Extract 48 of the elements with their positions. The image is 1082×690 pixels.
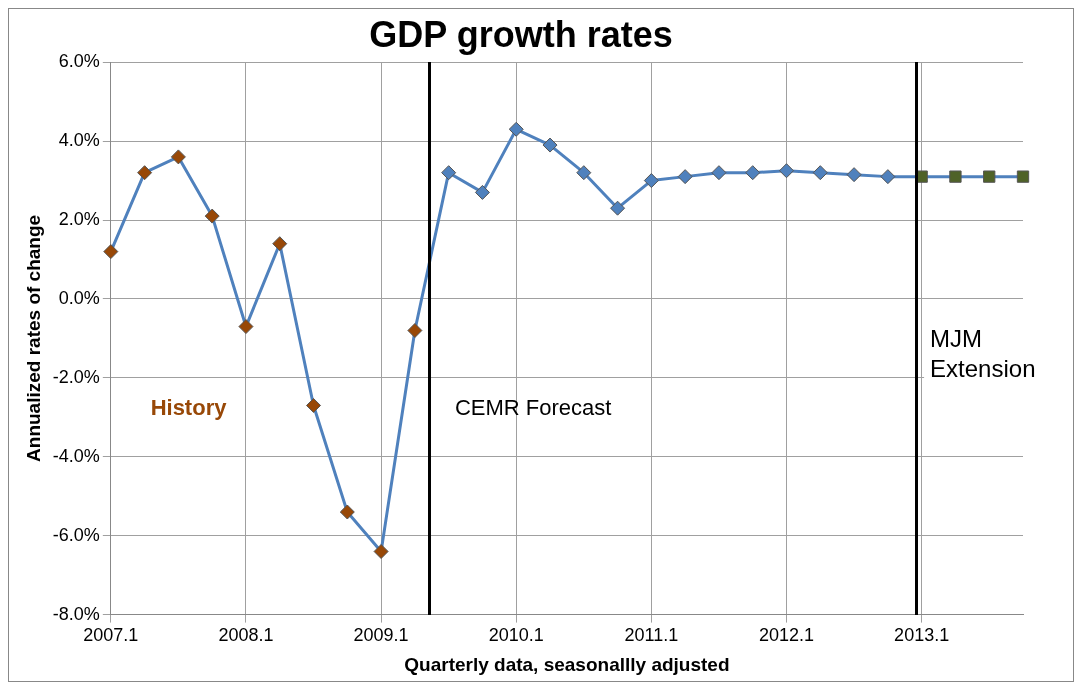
- point: [711, 165, 727, 181]
- y-tick-label: 2.0%: [58, 209, 100, 229]
- point: [745, 165, 761, 181]
- y-tick-label: -4.0%: [52, 445, 100, 466]
- annotation: MJM Extension: [930, 324, 1036, 382]
- y-tick-label: 4.0%: [58, 130, 100, 151]
- point: [170, 149, 186, 165]
- point: [812, 165, 828, 181]
- y-tick-label: -6.0%: [52, 524, 100, 545]
- point: [103, 244, 119, 260]
- x-axis-title: Quarterly data, seasonallly adjusted: [404, 653, 730, 675]
- x-tick-label: 2011.1: [624, 625, 679, 646]
- point: [373, 543, 389, 559]
- point: [880, 169, 896, 185]
- point: [643, 173, 659, 189]
- point: [677, 169, 693, 185]
- annotation: CEMR Forecast: [454, 395, 612, 421]
- point: [238, 319, 254, 335]
- annotation: History: [150, 395, 228, 421]
- x-tick-label: 2007.1: [83, 625, 139, 646]
- point: [137, 165, 153, 181]
- point: [1016, 170, 1030, 183]
- y-tick-label: -8.0%: [52, 603, 100, 624]
- point: [441, 165, 457, 181]
- y-axis-title: Annualized rates of change: [22, 214, 44, 462]
- x-tick-label: 2013.1: [894, 625, 950, 646]
- x-tick-label: 2008.1: [218, 625, 274, 646]
- chart-title: GDP growth rates: [369, 13, 673, 55]
- x-tick-label: 2010.1: [488, 625, 544, 646]
- y-tick-label: -2.0%: [52, 366, 100, 387]
- point: [610, 200, 626, 216]
- x-tick-label: 2012.1: [758, 625, 815, 646]
- point: [204, 208, 220, 224]
- point: [272, 236, 288, 252]
- point: [542, 137, 558, 153]
- point: [407, 323, 423, 339]
- point: [508, 121, 524, 137]
- y-tick-label: 6.0%: [58, 51, 100, 72]
- point: [846, 167, 862, 183]
- y-tick-label: 0.0%: [58, 287, 100, 308]
- point: [779, 163, 795, 179]
- point: [576, 165, 592, 181]
- point: [474, 184, 490, 200]
- point: [306, 397, 322, 413]
- point: [983, 170, 996, 183]
- point: [949, 170, 962, 183]
- point: [339, 504, 355, 520]
- x-tick-label: 2009.1: [353, 625, 409, 646]
